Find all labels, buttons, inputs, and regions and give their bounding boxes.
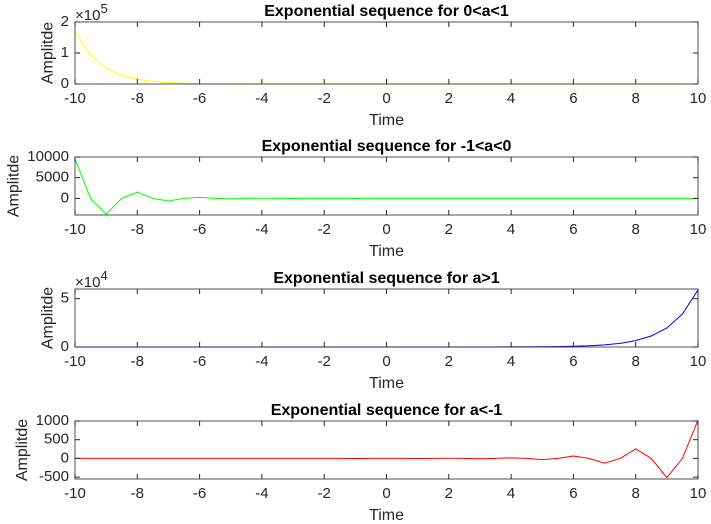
x-tick-label: -10: [64, 221, 86, 238]
axes-box: [75, 22, 698, 84]
x-tick-label: -2: [318, 485, 331, 502]
x-tick-label: -8: [131, 90, 144, 107]
y-tick-label: 0: [61, 449, 69, 466]
y-tick-label: 0: [61, 189, 69, 206]
x-tick-label: 0: [382, 353, 390, 370]
x-tick-label: -4: [255, 485, 268, 502]
x-tick-label: -10: [64, 90, 86, 107]
chart-title: Exponential sequence for 0<a<1: [264, 3, 509, 20]
axes-box: [75, 289, 698, 347]
y-tick-label: 500: [44, 431, 69, 448]
x-tick-label: -6: [193, 485, 206, 502]
x-tick-label: 4: [507, 485, 515, 502]
y-axis-label: Amplitde: [6, 155, 23, 217]
x-tick-label: -2: [318, 353, 331, 370]
y-tick-label: 5: [61, 290, 69, 307]
x-axis-label: Time: [369, 375, 404, 392]
y-exponent: ×105: [75, 1, 108, 24]
y-tick-label: 10000: [27, 148, 69, 165]
x-tick-label: -4: [255, 90, 268, 107]
axes-box: [75, 421, 698, 479]
x-tick-label: 8: [632, 353, 640, 370]
x-axis-label: Time: [369, 243, 404, 260]
y-axis-label: Amplitde: [14, 419, 31, 481]
x-tick-label: 10: [690, 353, 707, 370]
x-tick-label: 0: [382, 90, 390, 107]
line-series: [75, 419, 699, 479]
x-tick-label: -2: [318, 90, 331, 107]
y-tick-label: 1000: [36, 412, 69, 429]
x-tick-label: 4: [507, 353, 515, 370]
x-tick-label: -8: [131, 485, 144, 502]
x-tick-label: 6: [569, 485, 577, 502]
x-tick-label: -6: [193, 90, 206, 107]
x-tick-label: 4: [507, 221, 515, 238]
y-tick-label: 1: [61, 44, 69, 61]
x-tick-label: -4: [255, 221, 268, 238]
x-tick-label: 10: [690, 221, 707, 238]
x-tick-label: 2: [445, 221, 453, 238]
x-tick-label: -8: [131, 221, 144, 238]
x-axis-label: Time: [369, 507, 404, 524]
x-tick-label: -2: [318, 221, 331, 238]
x-tick-label: 10: [690, 90, 707, 107]
x-tick-label: 0: [382, 221, 390, 238]
x-tick-label: 2: [445, 353, 453, 370]
x-tick-label: 10: [690, 485, 707, 502]
y-tick-label: 2: [61, 13, 69, 30]
x-axis-label: Time: [369, 112, 404, 129]
x-tick-label: -8: [131, 353, 144, 370]
x-tick-label: 4: [507, 90, 515, 107]
x-tick-label: 0: [382, 485, 390, 502]
chart-title: Exponential sequence for -1<a<0: [262, 138, 512, 155]
x-tick-label: 6: [569, 353, 577, 370]
x-tick-label: -10: [64, 485, 86, 502]
y-exponent: ×104: [75, 268, 108, 291]
exponent-base: ×10: [75, 274, 100, 291]
exponent-base: ×10: [75, 7, 100, 24]
y-axis-label: Amplitde: [40, 287, 57, 349]
y-tick-label: 0: [61, 338, 69, 355]
exponent-power: 4: [100, 268, 107, 283]
x-tick-label: 6: [569, 90, 577, 107]
x-tick-label: -6: [193, 353, 206, 370]
chart-title: Exponential sequence for a>1: [273, 270, 499, 287]
x-tick-label: 6: [569, 221, 577, 238]
chart-title: Exponential sequence for a<-1: [271, 402, 503, 419]
x-tick-label: 8: [632, 90, 640, 107]
exponent-power: 5: [100, 1, 107, 16]
x-tick-label: 2: [445, 90, 453, 107]
x-tick-label: 2: [445, 485, 453, 502]
x-tick-label: -4: [255, 353, 268, 370]
axes-box: [75, 157, 698, 215]
x-tick-label: 8: [632, 221, 640, 238]
y-tick-label: 0: [61, 75, 69, 92]
x-tick-label: -6: [193, 221, 206, 238]
y-axis-label: Amplitde: [40, 22, 57, 84]
y-tick-label: -500: [39, 468, 69, 485]
x-tick-label: -10: [64, 353, 86, 370]
line-series: [74, 158, 698, 215]
x-tick-label: 8: [632, 485, 640, 502]
y-tick-label: 5000: [36, 169, 69, 186]
